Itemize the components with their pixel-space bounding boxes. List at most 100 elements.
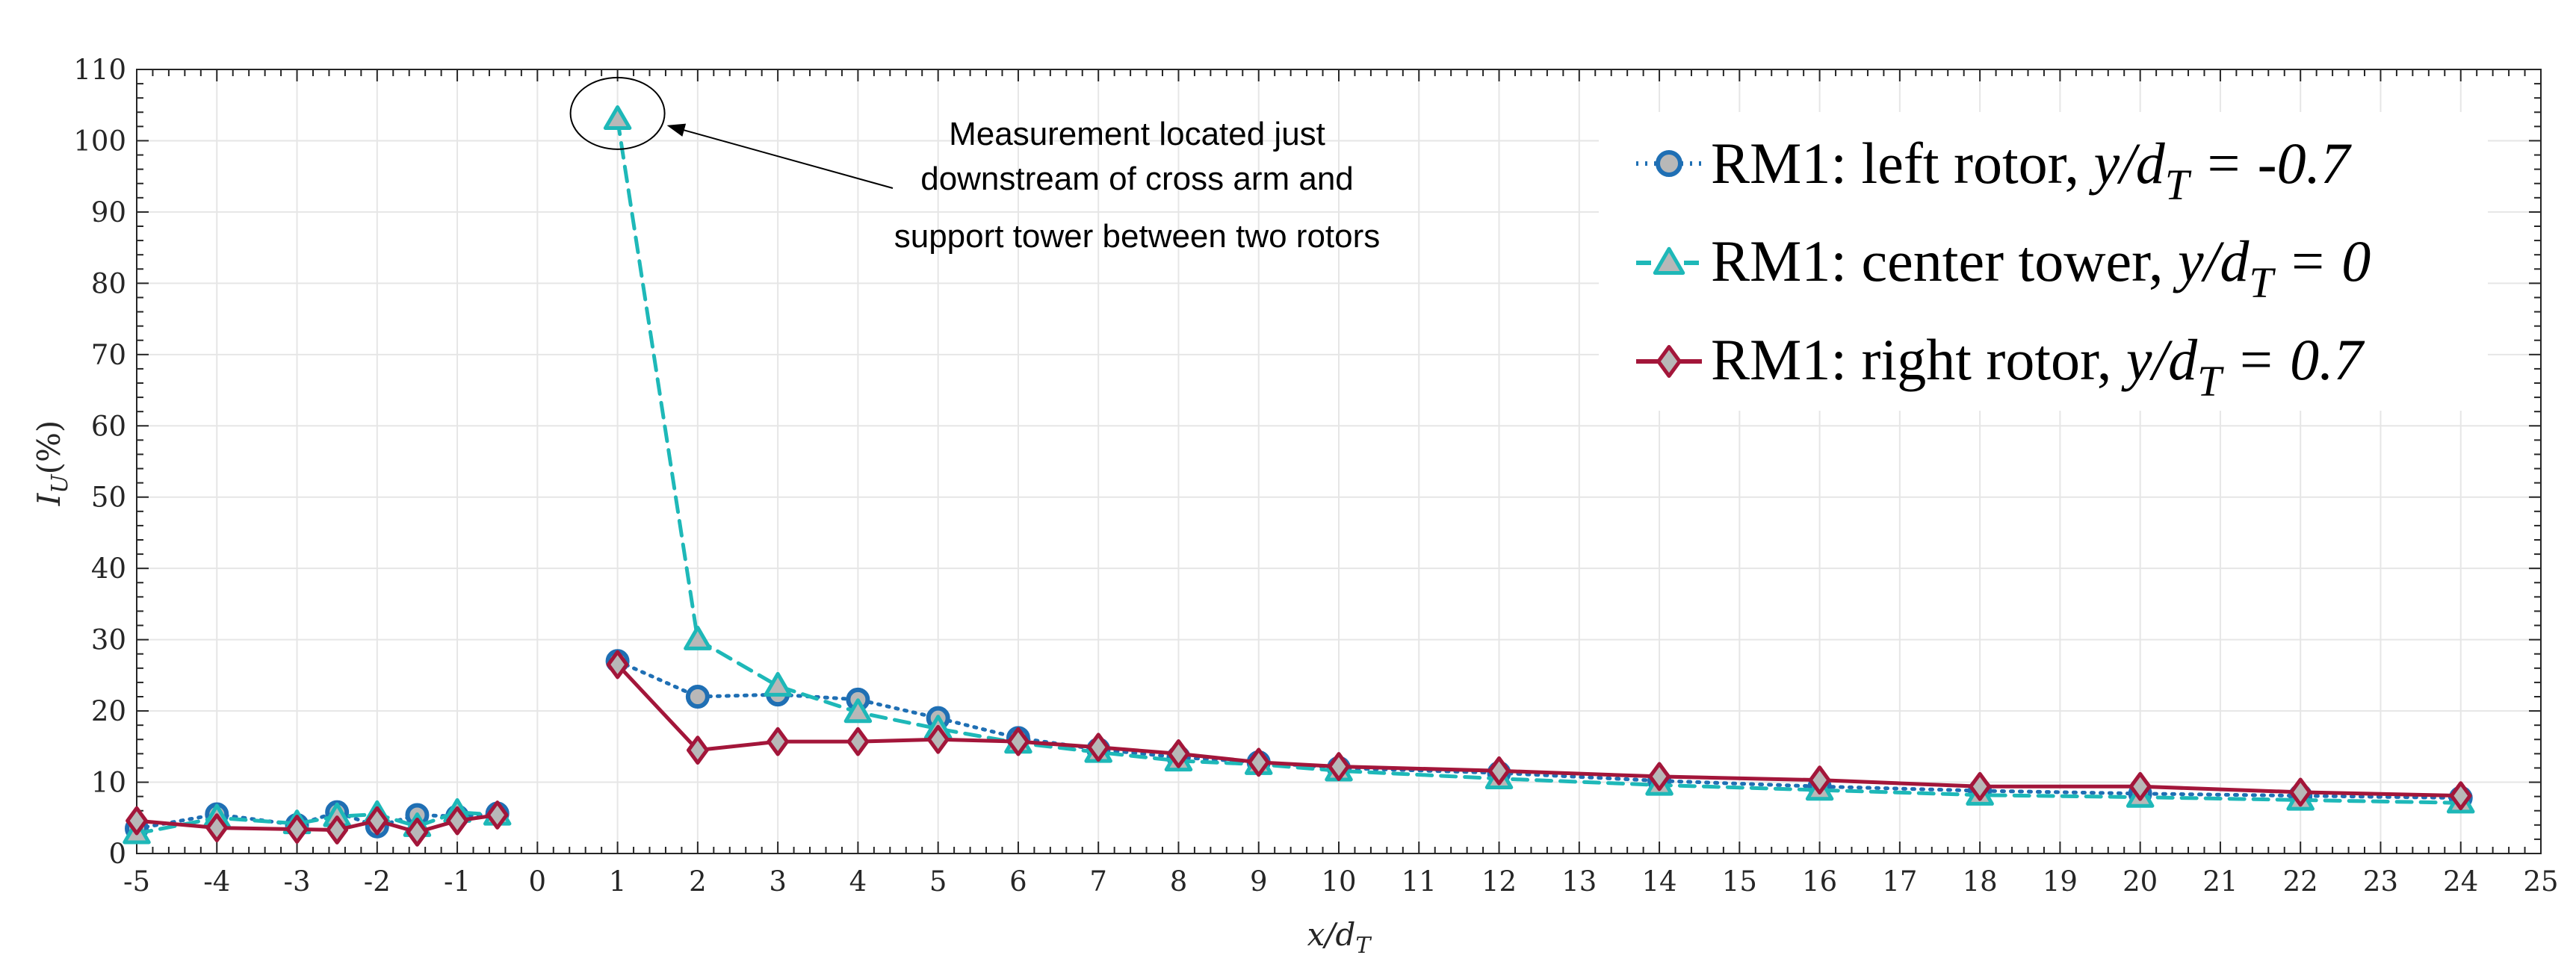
legend-prefix-center-tower: RM1: center tower, <box>1711 228 2178 293</box>
data-point-right-rotor <box>486 800 509 830</box>
legend-marker-shape-left-rotor <box>1656 150 1682 177</box>
data-point-left-rotor <box>685 685 710 709</box>
x-tick-label: 9 <box>1250 865 1268 898</box>
legend-text-center-tower: RM1: center tower, y/dT = 0 <box>1711 228 2371 307</box>
annotation-ellipse <box>569 76 666 150</box>
x-tick-label: 7 <box>1089 865 1107 898</box>
data-point-right-rotor <box>1969 771 1991 801</box>
annotation: Measurement located just downstream of c… <box>569 76 1381 255</box>
x-tick-label: 21 <box>2202 865 2238 898</box>
legend-var-right-rotor: y/d <box>2121 327 2198 392</box>
data-point-right-rotor <box>1808 765 1831 795</box>
data-point-center-tower <box>684 625 712 650</box>
legend-entry-right-rotor: RM1: right rotor, y/dT = 0.7 <box>1636 327 2365 405</box>
data-point-right-rotor <box>446 806 468 836</box>
data-point-right-rotor <box>1167 739 1190 768</box>
x-tick-label: 2 <box>689 865 707 898</box>
x-tick-label: 10 <box>1321 865 1356 898</box>
annotation-line-3: support tower between two rotors <box>894 218 1381 255</box>
x-tick-label: -2 <box>364 865 391 898</box>
x-tick-label: -3 <box>284 865 311 898</box>
legend-entry-left-rotor: RM1: left rotor, y/dT = -0.7 <box>1636 131 2352 209</box>
x-axis-label-sub: T <box>1355 933 1372 959</box>
data-point-right-rotor <box>2128 771 2152 801</box>
x-tick-label: 18 <box>1963 865 1998 898</box>
x-tick-label: 16 <box>1802 865 1837 898</box>
x-tick-label: 11 <box>1402 865 1437 898</box>
data-point-center-tower <box>843 698 873 724</box>
annotation-arrowhead <box>666 123 687 137</box>
y-tick-label: 10 <box>91 767 126 799</box>
y-tick-labels: 0 10 20 30 40 50 60 70 80 90 100 110 <box>73 54 126 870</box>
y-tick-label: 80 <box>91 267 126 299</box>
minor-ticks <box>136 69 2542 854</box>
data-point-center-tower <box>764 671 792 697</box>
data-point-right-rotor <box>1247 747 1270 777</box>
legend-var-left-rotor: y/d <box>2088 131 2165 196</box>
legend-sub-right-rotor: T <box>2197 357 2224 405</box>
x-tick-label: 8 <box>1170 865 1188 898</box>
data-point-right-rotor <box>1087 733 1110 762</box>
data-point-right-rotor <box>926 724 950 754</box>
x-tick-labels: -5 -4 -3 -2 -1 0 1 2 3 4 5 6 7 8 9 10 11 12 13 14 15 16 17 18 19… <box>123 865 2559 898</box>
x-tick-label: 5 <box>929 865 947 898</box>
x-tick-label: -1 <box>444 865 471 898</box>
y-tick-label: 40 <box>91 553 126 585</box>
legend-prefix-left-rotor: RM1: left rotor, <box>1711 131 2093 196</box>
legend: RM1: left rotor, y/dT = -0.7 RM1: center… <box>1599 112 2488 411</box>
data-point-right-rotor <box>1648 762 1671 792</box>
data-point-center-tower <box>603 105 632 131</box>
annotation-line-2: downstream of cross arm and <box>920 161 1354 197</box>
x-tick-label: 13 <box>1561 865 1597 898</box>
x-tick-label: 22 <box>2283 865 2318 898</box>
x-tick-label: 17 <box>1882 865 1917 898</box>
legend-marker-left-rotor <box>1656 150 1682 177</box>
data-point-right-rotor <box>2289 777 2312 807</box>
y-axis-label-suffix: (%) <box>31 420 67 475</box>
x-tick-label: 25 <box>2523 865 2558 898</box>
legend-marker-center-tower <box>1653 246 1685 275</box>
legend-marker-shape-center-tower <box>1653 246 1685 275</box>
x-axis-label: x/dT <box>1307 916 1372 959</box>
annotation-arrow <box>677 127 894 189</box>
y-tick-label: 60 <box>91 410 126 442</box>
legend-suffix-center-tower: = 0 <box>2273 228 2371 293</box>
legend-prefix-right-rotor: RM1: right rotor, <box>1711 327 2126 392</box>
series-right-rotor <box>126 650 2472 847</box>
y-axis-label-main: I <box>31 492 67 506</box>
data-point-right-rotor <box>2449 781 2472 811</box>
x-tick-label: 1 <box>609 865 627 898</box>
x-tick-label: -5 <box>123 865 150 898</box>
y-tick-label: 50 <box>91 482 126 514</box>
data-point-right-rotor <box>205 813 229 843</box>
data-point-right-rotor <box>846 727 870 756</box>
x-tick-label: 3 <box>769 865 787 898</box>
data-point-right-rotor <box>365 806 388 836</box>
y-tick-label: 90 <box>91 196 126 228</box>
x-tick-label: -4 <box>203 865 230 898</box>
data-point-right-rotor <box>285 815 309 844</box>
legend-entry-center-tower: RM1: center tower, y/dT = 0 <box>1636 228 2371 307</box>
y-tick-label: 0 <box>108 838 126 870</box>
data-point-right-rotor <box>606 650 629 680</box>
data-point-right-rotor <box>1487 756 1511 786</box>
y-axis-label-sub: U <box>47 473 73 494</box>
y-tick-label: 20 <box>91 695 126 727</box>
plot-frame <box>136 69 2542 854</box>
y-tick-label: 110 <box>73 54 126 86</box>
legend-suffix-right-rotor: = 0.7 <box>2221 327 2365 392</box>
legend-text-right-rotor: RM1: right rotor, y/dT = 0.7 <box>1711 327 2365 405</box>
x-tick-label: 14 <box>1642 865 1677 898</box>
legend-marker-right-rotor <box>1656 345 1682 378</box>
data-point-right-rotor <box>1007 727 1030 756</box>
legend-text-left-rotor: RM1: left rotor, y/dT = -0.7 <box>1711 131 2352 209</box>
y-tick-label: 30 <box>91 624 126 656</box>
x-axis-label-main: x/d <box>1307 916 1356 953</box>
legend-box <box>1599 112 2488 411</box>
data-point-right-rotor <box>326 815 349 845</box>
y-tick-label: 70 <box>91 339 126 371</box>
x-tick-label: 6 <box>1009 865 1027 898</box>
data-point-right-rotor <box>687 736 709 765</box>
x-tick-label: 0 <box>529 865 547 898</box>
